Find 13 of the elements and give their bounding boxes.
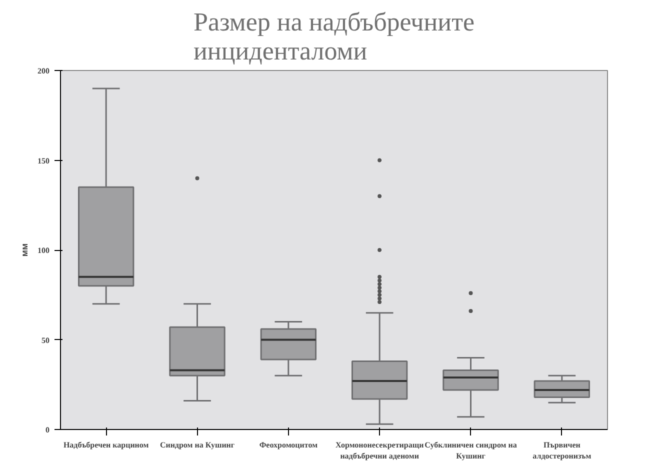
y-tick-label: 100 <box>38 246 50 255</box>
y-tick-label: 200 <box>38 66 50 76</box>
y-tick-label: 0 <box>46 426 50 434</box>
x-tick-label: Синдром на Кушинг <box>160 440 235 450</box>
chart-title: Размер на надбъбречните инциденталоми <box>194 8 475 66</box>
x-tick-label: Хормононесекретиращи надбъбречни аденоми <box>335 440 424 460</box>
y-tick-label: 150 <box>38 156 50 166</box>
x-tick-label: Първичен алдостеронизъм <box>532 440 592 460</box>
x-tick-label: Субклиничен синдром на Кушинг <box>424 440 517 460</box>
x-tick-label: Феохромоцитом <box>259 440 318 450</box>
x-tick-label: Надбъбречен карцином <box>63 440 150 450</box>
y-tick-label: 50 <box>42 336 50 345</box>
y-axis-title: мм <box>20 243 30 257</box>
